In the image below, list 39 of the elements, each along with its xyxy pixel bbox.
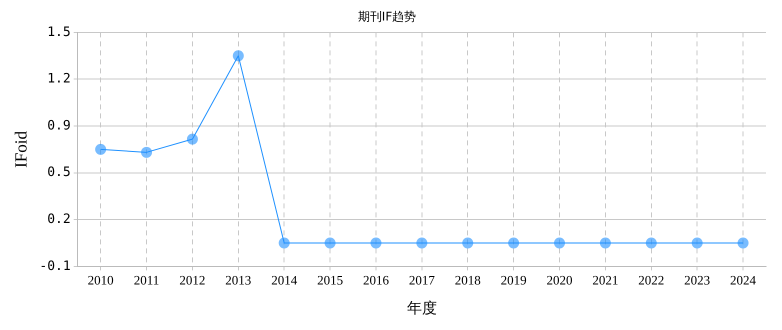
point bbox=[692, 238, 703, 248]
point bbox=[646, 238, 657, 248]
x-tick-label: 2017 bbox=[408, 272, 436, 288]
y-tick-label: -0.1 bbox=[39, 258, 71, 274]
y-tick-label: 1.2 bbox=[47, 72, 71, 87]
x-tick-label: 2024 bbox=[730, 272, 757, 288]
x-tick-label: 2013 bbox=[225, 272, 252, 288]
y-tick-label: 0.5 bbox=[47, 165, 71, 180]
point bbox=[738, 238, 749, 248]
y-axis-title: IFoid bbox=[12, 130, 31, 168]
x-tick-label: 2023 bbox=[684, 272, 710, 288]
point bbox=[324, 238, 336, 248]
x-tick-label: 2011 bbox=[134, 272, 160, 288]
x-axis-title: 年度 bbox=[406, 298, 437, 317]
x-tick-label: 2021 bbox=[592, 272, 618, 288]
y-tick-label: 0.2 bbox=[47, 212, 71, 227]
y-tick-label: 1.5 bbox=[47, 24, 71, 40]
x-tick-label: 2019 bbox=[500, 272, 527, 288]
x-tick-label: 2012 bbox=[179, 272, 206, 288]
x-tick-label: 2022 bbox=[638, 272, 664, 288]
point bbox=[462, 238, 474, 248]
point bbox=[416, 238, 428, 248]
x-tick-label: 2020 bbox=[546, 272, 573, 288]
point bbox=[95, 144, 106, 155]
x-tick-label: 2010 bbox=[88, 272, 114, 288]
point bbox=[600, 238, 611, 248]
point bbox=[232, 50, 244, 62]
x-tick-label: 2014 bbox=[271, 272, 298, 288]
chart-title: 期刊IF趋势 bbox=[358, 9, 416, 24]
point bbox=[554, 238, 566, 248]
point bbox=[508, 238, 520, 248]
point bbox=[186, 134, 198, 145]
x-tick-label: 2016 bbox=[362, 272, 390, 288]
y-tick-label: 0.9 bbox=[47, 118, 71, 134]
point bbox=[370, 238, 382, 248]
point bbox=[278, 238, 290, 248]
point bbox=[141, 146, 152, 158]
x-tick-label: 2018 bbox=[454, 272, 481, 288]
x-tick-label: 2015 bbox=[317, 272, 344, 288]
